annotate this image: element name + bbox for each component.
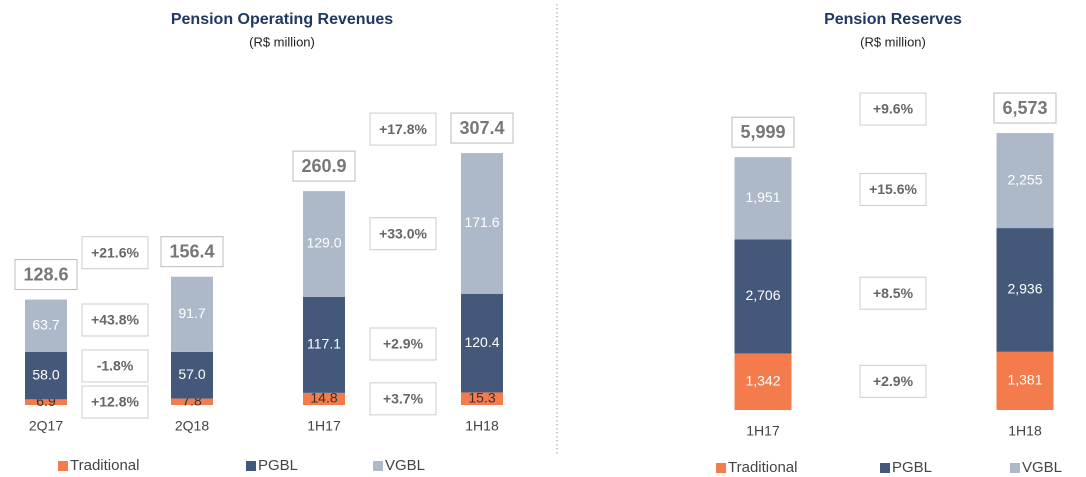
total-label: 307.4 xyxy=(459,118,504,138)
chart-subtitle: (R$ million) xyxy=(860,34,926,49)
growth-label: +2.9% xyxy=(873,373,914,389)
bar-segment xyxy=(171,351,213,399)
chart-subtitle: (R$ million) xyxy=(249,34,315,49)
bar-segment xyxy=(303,392,345,405)
growth-label: +21.6% xyxy=(91,244,139,260)
total-label: 128.6 xyxy=(23,264,68,284)
total-label: 5,999 xyxy=(740,122,785,142)
growth-box xyxy=(81,385,149,419)
value-label: 129.0 xyxy=(306,235,341,251)
growth-box xyxy=(369,112,437,146)
total-box xyxy=(14,259,78,291)
value-label: 1,951 xyxy=(745,189,780,205)
growth-box xyxy=(81,349,149,383)
bar-segment xyxy=(171,398,213,405)
bar-segment xyxy=(461,392,503,405)
growth-label: +15.6% xyxy=(869,181,917,197)
growth-box xyxy=(369,217,437,251)
total-label: 156.4 xyxy=(169,241,214,261)
bar-segment xyxy=(996,351,1054,410)
bar-segment xyxy=(25,399,67,405)
value-label: 117.1 xyxy=(307,336,341,352)
legend-label: PGBL xyxy=(892,459,932,476)
x-tick-label: 1H18 xyxy=(465,418,499,434)
x-tick-label: 2Q18 xyxy=(175,418,209,434)
legend-label: VGBL xyxy=(1022,459,1062,476)
bar-segment xyxy=(25,299,67,352)
total-label: 260.9 xyxy=(301,156,346,176)
growth-label: +3.7% xyxy=(383,391,424,407)
bar-segment xyxy=(461,293,503,393)
bar-segment xyxy=(303,296,345,393)
legend-swatch xyxy=(1010,463,1020,473)
value-label: 14.8 xyxy=(310,390,337,406)
bar-segment xyxy=(303,191,345,297)
total-box xyxy=(160,236,224,268)
x-tick-label: 2Q17 xyxy=(29,418,63,434)
legend-swatch xyxy=(58,461,68,471)
growth-box xyxy=(369,327,437,361)
growth-box xyxy=(81,236,149,270)
growth-box xyxy=(81,303,149,337)
growth-label: +43.8% xyxy=(91,312,139,328)
x-tick-label: 1H18 xyxy=(1008,423,1042,439)
growth-label: +33.0% xyxy=(379,225,427,241)
chart-title: Pension Reserves xyxy=(824,11,962,28)
bar-segment xyxy=(996,228,1054,352)
bar-segment xyxy=(461,153,503,294)
legend-swatch xyxy=(373,461,383,471)
growth-label: +12.8% xyxy=(91,394,139,410)
value-label: 120.4 xyxy=(464,334,499,350)
legend-label: Traditional xyxy=(70,457,139,474)
total-label: 6,573 xyxy=(1002,98,1047,118)
growth-box xyxy=(859,172,927,206)
chart-title: Pension Operating Revenues xyxy=(171,11,393,28)
growth-box xyxy=(859,276,927,310)
value-label: 2,706 xyxy=(745,287,780,303)
total-box xyxy=(993,92,1057,124)
value-label: 171.6 xyxy=(464,214,499,230)
legend-swatch xyxy=(880,463,890,473)
growth-box xyxy=(859,364,927,398)
bar-segment xyxy=(734,239,792,354)
bar-segment xyxy=(25,351,67,400)
value-label: 2,255 xyxy=(1007,171,1042,187)
value-label: 57.0 xyxy=(178,366,205,382)
x-tick-label: 1H17 xyxy=(307,418,341,434)
bar-segment xyxy=(996,133,1054,229)
total-box xyxy=(731,116,795,148)
growth-box xyxy=(859,92,927,126)
total-box xyxy=(292,150,356,182)
value-label: 2,936 xyxy=(1007,281,1042,297)
legend-label: PGBL xyxy=(258,457,298,474)
value-label: 63.7 xyxy=(32,316,59,332)
value-label: 1,342 xyxy=(745,372,780,388)
legend-swatch xyxy=(246,461,256,471)
growth-box xyxy=(369,382,437,416)
bar-segment xyxy=(171,276,213,352)
legend-label: VGBL xyxy=(385,457,425,474)
growth-label: +2.9% xyxy=(383,336,424,352)
value-label: 91.7 xyxy=(178,305,205,321)
legend-label: Traditional xyxy=(728,459,797,476)
x-tick-label: 1H17 xyxy=(746,423,780,439)
value-label: 15.3 xyxy=(468,389,495,405)
value-label: 1,381 xyxy=(1007,372,1042,388)
bar-segment xyxy=(734,157,792,240)
bar-segment xyxy=(734,353,792,410)
growth-label: +9.6% xyxy=(873,101,914,117)
value-label: 58.0 xyxy=(32,366,59,382)
growth-label: -1.8% xyxy=(97,358,134,374)
growth-label: +17.8% xyxy=(379,121,427,137)
growth-label: +8.5% xyxy=(873,285,914,301)
legend-swatch xyxy=(716,463,726,473)
total-box xyxy=(450,112,514,144)
